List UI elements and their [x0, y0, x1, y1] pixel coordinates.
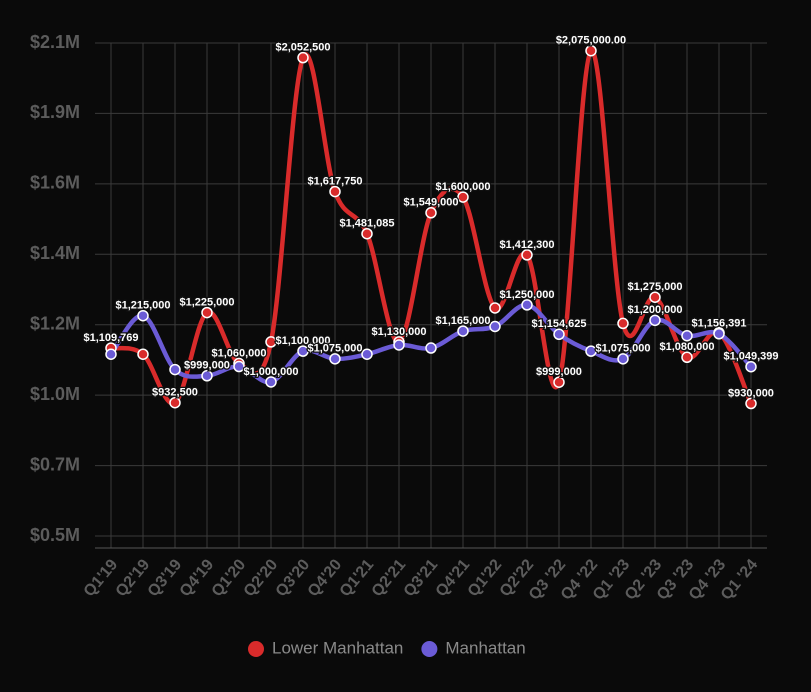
data-point	[361, 348, 373, 360]
data-point	[201, 306, 213, 319]
data-label: $999,000	[536, 366, 582, 378]
data-point	[329, 185, 341, 198]
data-label: $1,200,000	[627, 304, 682, 316]
data-label: $1,080,000	[659, 341, 714, 353]
x-tick-label: Q1'22	[465, 556, 506, 600]
x-tick-label: Q1'21	[337, 556, 378, 600]
data-label: $1,060,000	[211, 347, 266, 359]
data-point	[457, 325, 469, 337]
y-tick-label: $1.4M	[30, 243, 80, 263]
data-point	[265, 376, 277, 388]
y-tick-label: $1.6M	[30, 173, 80, 193]
data-label: $1,165,000	[435, 315, 490, 327]
data-point	[649, 314, 661, 327]
legend-swatch	[421, 641, 438, 657]
y-tick-label: $1.9M	[30, 102, 80, 122]
data-point	[201, 370, 213, 382]
data-point	[585, 345, 597, 357]
data-point	[489, 320, 501, 333]
data-point	[137, 309, 149, 322]
data-point	[265, 336, 277, 348]
x-tick-label: Q3'21	[401, 556, 442, 600]
x-tick-label: Q4'20	[305, 556, 346, 600]
data-label: $1,109,769	[83, 332, 138, 344]
x-tick-label: Q4'21	[433, 556, 474, 600]
data-label: $930,000	[728, 387, 774, 399]
data-label: $999,000	[184, 360, 230, 372]
x-tick-label: Q2'19	[113, 556, 154, 600]
data-point	[329, 353, 341, 365]
data-point	[169, 363, 181, 376]
y-tick-label: $0.7M	[30, 454, 80, 474]
data-label: $1,215,000	[115, 300, 170, 312]
data-label: $1,075,000	[595, 343, 650, 355]
data-point	[681, 351, 693, 364]
x-tick-label: Q2'20	[241, 556, 282, 600]
y-tick-label: $1.0M	[30, 384, 80, 404]
data-label: $1,154,625	[531, 318, 586, 330]
data-label: $1,130,000	[371, 326, 426, 338]
data-label: $1,225,000	[179, 297, 234, 309]
data-point	[553, 376, 565, 388]
data-label: $1,049,399	[723, 351, 778, 363]
data-label: $1,412,300	[499, 239, 554, 251]
data-label: $1,100,000	[275, 335, 330, 347]
data-label: $1,075,000	[307, 343, 362, 355]
data-label: $1,617,750	[307, 175, 362, 187]
data-point	[745, 360, 757, 373]
y-tick-label: $1.2M	[30, 313, 80, 333]
data-label: $1,275,000	[627, 281, 682, 293]
data-point	[105, 348, 117, 360]
legend-label: Manhattan	[445, 638, 525, 657]
legend-swatch	[248, 641, 264, 657]
data-point	[617, 317, 629, 330]
data-label: $932,500	[152, 387, 198, 399]
data-point	[393, 339, 405, 351]
data-point	[585, 44, 597, 57]
data-point	[169, 396, 181, 409]
y-tick-label: $0.5M	[30, 525, 80, 545]
x-tick-label: Q4'19	[177, 556, 218, 600]
x-tick-label: Q1'20	[209, 556, 250, 600]
data-point	[361, 227, 373, 240]
legend-label: Lower Manhattan	[272, 638, 403, 657]
y-tick-label: $2.1M	[30, 32, 80, 52]
data-label: $2,075,000.00	[556, 35, 626, 47]
data-point	[521, 249, 533, 261]
data-point	[425, 207, 437, 219]
data-label: $1,000,000	[243, 366, 298, 378]
x-tick-label: Q3'19	[145, 556, 186, 600]
data-label: $1,549,000	[403, 197, 458, 209]
x-tick-label: Q1'19	[81, 556, 122, 600]
data-point	[425, 342, 437, 354]
data-point	[297, 345, 309, 357]
data-point	[617, 353, 629, 365]
data-point	[649, 291, 661, 303]
data-point	[489, 302, 501, 314]
x-tick-label: Q2'21	[369, 556, 410, 600]
data-label: $1,250,000	[499, 289, 554, 301]
data-label: $1,481,085	[339, 218, 394, 230]
data-point	[745, 397, 757, 410]
x-tick-label: Q3'20	[273, 556, 314, 600]
data-point	[553, 328, 565, 341]
data-point	[457, 191, 469, 203]
data-point	[681, 329, 693, 342]
data-point	[297, 51, 309, 64]
data-label: $1,600,000	[435, 181, 490, 193]
data-point	[521, 299, 533, 311]
data-point	[233, 360, 245, 373]
data-label: $2,052,500	[275, 42, 330, 54]
data-point	[713, 327, 725, 340]
data-label: $1,156,391	[691, 318, 746, 330]
data-point	[137, 348, 149, 360]
